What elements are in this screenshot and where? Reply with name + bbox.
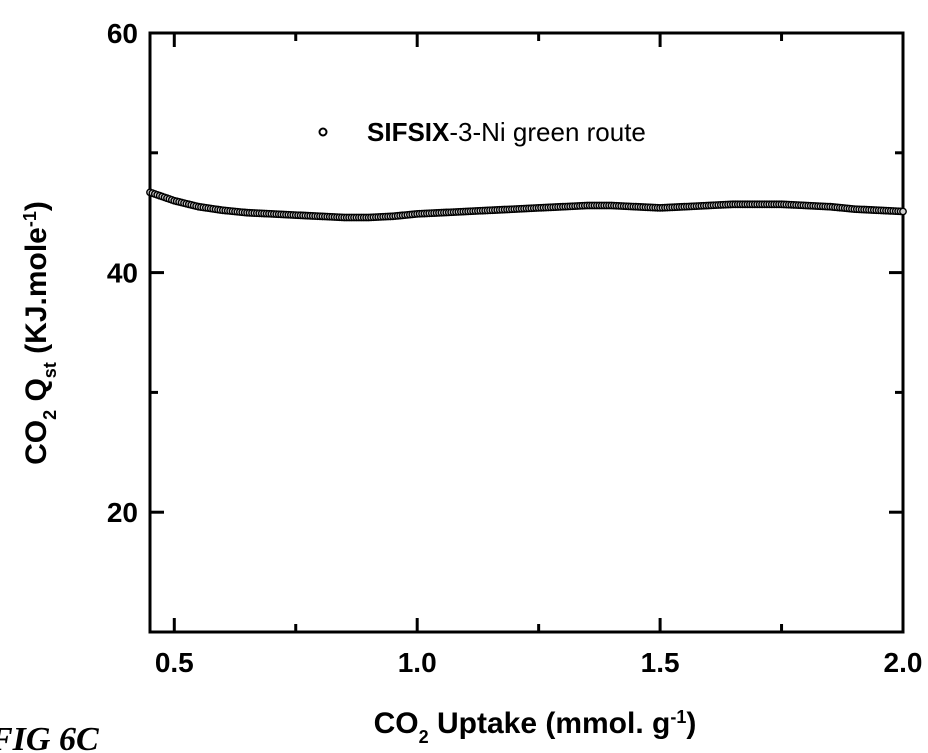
legend: SIFSIX-3-Ni green route xyxy=(320,117,646,147)
x-tick-labels: 0.5 1.0 1.5 2.0 xyxy=(155,647,923,678)
x-tick-label: 1.0 xyxy=(398,647,437,678)
x-tick-label: 2.0 xyxy=(884,647,923,678)
legend-marker xyxy=(320,129,327,136)
y-tick-label: 40 xyxy=(107,258,138,289)
y-tick-label: 60 xyxy=(107,18,138,49)
y-tick-label: 20 xyxy=(107,497,138,528)
y-axis-title: CO2 Qst (KJ.mole-1) xyxy=(20,201,60,465)
legend-label-rest: -3-Ni green route xyxy=(449,117,646,147)
x-tick-label: 1.5 xyxy=(641,647,680,678)
y-tick-labels: 20 40 60 xyxy=(107,18,138,528)
x-tick-label: 0.5 xyxy=(155,647,194,678)
x-axis-title: CO2 Uptake (mmol. g-1) xyxy=(374,707,697,747)
legend-label-bold: SIFSIX xyxy=(367,117,450,147)
legend-label: SIFSIX-3-Ni green route xyxy=(367,117,646,147)
series-points xyxy=(147,189,906,221)
data-point xyxy=(900,208,906,214)
figure-label: FIG 6C xyxy=(0,721,99,753)
